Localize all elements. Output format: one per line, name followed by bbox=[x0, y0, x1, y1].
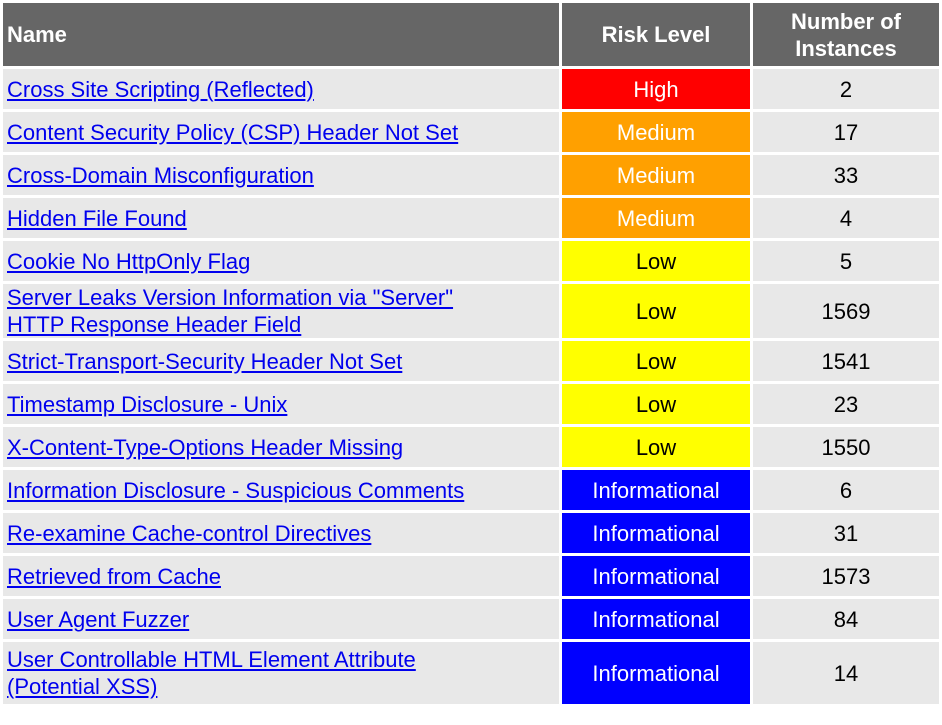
instance-count-cell: 1569 bbox=[753, 284, 939, 338]
alert-name-link[interactable]: X-Content-Type-Options Header Missing bbox=[7, 434, 404, 460]
table-row: Timestamp Disclosure - Unix Low 23 bbox=[3, 384, 939, 424]
instance-count-cell: 5 bbox=[753, 241, 939, 281]
risk-level-badge: Informational bbox=[562, 642, 750, 704]
alerts-summary-table: Name Risk Level Number of Instances Cros… bbox=[3, 3, 939, 704]
risk-level-badge: Informational bbox=[562, 556, 750, 596]
instance-count-cell: 1550 bbox=[753, 427, 939, 467]
alert-name-link[interactable]: Strict-Transport-Security Header Not Set bbox=[7, 348, 403, 374]
table-row: Content Security Policy (CSP) Header Not… bbox=[3, 112, 939, 152]
table-row: Strict-Transport-Security Header Not Set… bbox=[3, 341, 939, 381]
table-row: Cookie No HttpOnly Flag Low 5 bbox=[3, 241, 939, 281]
column-header-instances-label: Number of Instances bbox=[791, 8, 901, 61]
alert-name-link[interactable]: Cookie No HttpOnly Flag bbox=[7, 248, 251, 274]
risk-level-badge: Informational bbox=[562, 513, 750, 553]
table-row: Cross-Domain Misconfiguration Medium 33 bbox=[3, 155, 939, 195]
risk-level-badge: Informational bbox=[562, 470, 750, 510]
alert-name-cell: Cookie No HttpOnly Flag bbox=[3, 241, 559, 281]
instance-count-cell: 4 bbox=[753, 198, 939, 238]
alert-name-link[interactable]: Content Security Policy (CSP) Header Not… bbox=[7, 119, 459, 145]
risk-level-badge: Medium bbox=[562, 198, 750, 238]
alert-name-link[interactable]: User Agent Fuzzer bbox=[7, 606, 190, 632]
alert-name-cell: Cross Site Scripting (Reflected) bbox=[3, 69, 559, 109]
instance-count-cell: 31 bbox=[753, 513, 939, 553]
instance-count-cell: 84 bbox=[753, 599, 939, 639]
table-row: Cross Site Scripting (Reflected) High 2 bbox=[3, 69, 939, 109]
risk-level-badge: Low bbox=[562, 241, 750, 281]
alert-name-link[interactable]: Information Disclosure - Suspicious Comm… bbox=[7, 477, 465, 503]
column-header-name: Name bbox=[3, 3, 559, 66]
alert-name-cell: User Controllable HTML Element Attribute… bbox=[3, 642, 559, 704]
alert-name-link[interactable]: Server Leaks Version Information via "Se… bbox=[7, 285, 454, 337]
alert-name-cell: Timestamp Disclosure - Unix bbox=[3, 384, 559, 424]
risk-level-badge: Low bbox=[562, 284, 750, 338]
risk-level-badge: Medium bbox=[562, 155, 750, 195]
instance-count-cell: 6 bbox=[753, 470, 939, 510]
alert-name-link[interactable]: Cross Site Scripting (Reflected) bbox=[7, 76, 314, 102]
table-row: User Controllable HTML Element Attribute… bbox=[3, 642, 939, 704]
table-body: Cross Site Scripting (Reflected) High 2 Con… bbox=[3, 69, 939, 704]
column-header-risk-level: Risk Level bbox=[562, 3, 750, 66]
column-header-number-of-instances: Number of Instances bbox=[753, 3, 939, 66]
alert-name-cell: Strict-Transport-Security Header Not Set bbox=[3, 341, 559, 381]
table-header: Name Risk Level Number of Instances bbox=[3, 3, 939, 66]
table-row: Information Disclosure - Suspicious Comm… bbox=[3, 470, 939, 510]
alert-name-cell: Information Disclosure - Suspicious Comm… bbox=[3, 470, 559, 510]
instance-count-cell: 17 bbox=[753, 112, 939, 152]
alert-name-cell: Hidden File Found bbox=[3, 198, 559, 238]
alert-name-cell: Cross-Domain Misconfiguration bbox=[3, 155, 559, 195]
risk-level-badge: High bbox=[562, 69, 750, 109]
instance-count-cell: 1573 bbox=[753, 556, 939, 596]
instance-count-cell: 14 bbox=[753, 642, 939, 704]
alert-name-cell: User Agent Fuzzer bbox=[3, 599, 559, 639]
risk-level-badge: Low bbox=[562, 341, 750, 381]
alert-name-link[interactable]: User Controllable HTML Element Attribute… bbox=[7, 647, 416, 699]
alert-name-cell: Retrieved from Cache bbox=[3, 556, 559, 596]
alert-name-cell: Content Security Policy (CSP) Header Not… bbox=[3, 112, 559, 152]
risk-level-badge: Medium bbox=[562, 112, 750, 152]
alert-name-cell: X-Content-Type-Options Header Missing bbox=[3, 427, 559, 467]
table-row: Re-examine Cache-control Directives Infor… bbox=[3, 513, 939, 553]
alert-name-link[interactable]: Hidden File Found bbox=[7, 205, 187, 231]
instance-count-cell: 33 bbox=[753, 155, 939, 195]
risk-level-badge: Informational bbox=[562, 599, 750, 639]
header-row: Name Risk Level Number of Instances bbox=[3, 3, 939, 66]
instance-count-cell: 23 bbox=[753, 384, 939, 424]
table-row: X-Content-Type-Options Header Missing Low… bbox=[3, 427, 939, 467]
table-row: Server Leaks Version Information via "Se… bbox=[3, 284, 939, 338]
alert-name-link[interactable]: Timestamp Disclosure - Unix bbox=[7, 391, 288, 417]
risk-level-badge: Low bbox=[562, 384, 750, 424]
alert-name-cell: Re-examine Cache-control Directives bbox=[3, 513, 559, 553]
instance-count-cell: 2 bbox=[753, 69, 939, 109]
instance-count-cell: 1541 bbox=[753, 341, 939, 381]
table-row: User Agent Fuzzer Informational 84 bbox=[3, 599, 939, 639]
table-row: Hidden File Found Medium 4 bbox=[3, 198, 939, 238]
alert-name-link[interactable]: Re-examine Cache-control Directives bbox=[7, 520, 372, 546]
table-row: Retrieved from Cache Informational 1573 bbox=[3, 556, 939, 596]
alert-name-cell: Server Leaks Version Information via "Se… bbox=[3, 284, 559, 338]
risk-level-badge: Low bbox=[562, 427, 750, 467]
alert-name-link[interactable]: Cross-Domain Misconfiguration bbox=[7, 162, 314, 188]
alert-name-link[interactable]: Retrieved from Cache bbox=[7, 563, 221, 589]
